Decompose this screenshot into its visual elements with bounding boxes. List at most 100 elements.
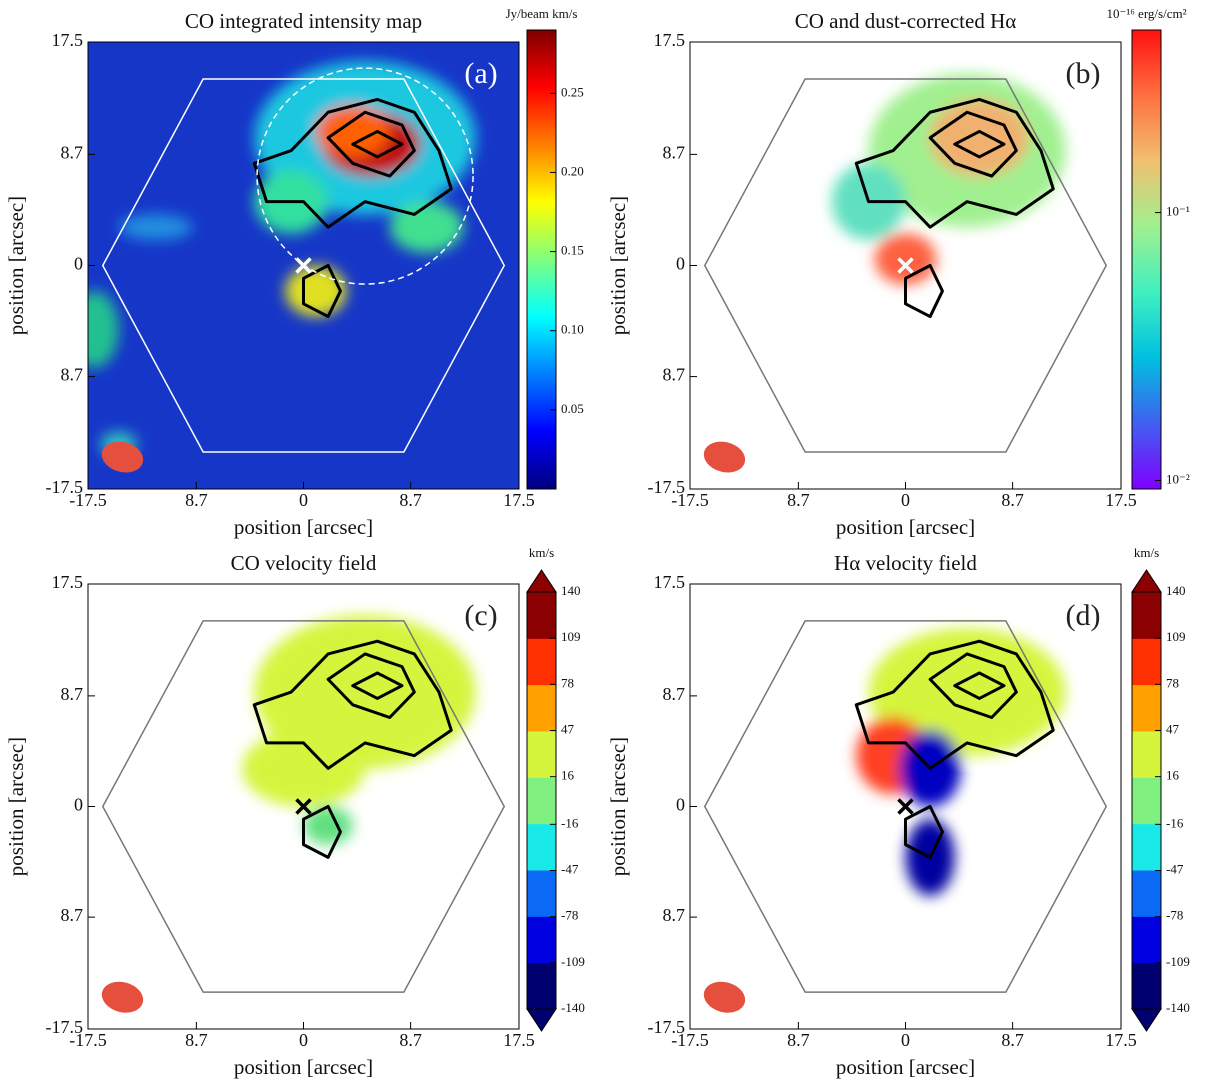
- colorbar-tick-label: 0.20: [561, 163, 584, 178]
- colorbar-tick-label: -47: [1166, 861, 1184, 876]
- x-tick-label: 8.7: [399, 490, 422, 510]
- colorbar-tick-label: 140: [561, 583, 581, 598]
- colorbar-bin: [527, 731, 556, 778]
- colorbar-bin: [527, 777, 556, 825]
- center-cross: [897, 257, 914, 274]
- x-tick-label: 8.7: [185, 490, 208, 510]
- contour: [904, 805, 944, 859]
- y-axis-label: position [arcsec]: [4, 737, 28, 876]
- emission-blob: [389, 201, 464, 253]
- hexagon: [703, 78, 1108, 453]
- contour: [928, 110, 1018, 178]
- panel-title: CO integrated intensity map: [185, 9, 422, 33]
- beam: [703, 441, 746, 473]
- colorbar-bin: [1132, 777, 1161, 825]
- y-tick-label: -17.5: [648, 1017, 686, 1037]
- x-tick-label: -17.5: [69, 490, 107, 510]
- x-tick-label: 8.7: [185, 1030, 208, 1050]
- x-axis-label: position [arcsec]: [836, 515, 975, 539]
- x-tick-label: 8.7: [1001, 1030, 1024, 1050]
- x-tick-label: 8.7: [399, 1030, 422, 1050]
- colorbar-tick-label: 0.10: [561, 322, 584, 337]
- colorbar-bin: [1132, 916, 1161, 964]
- colorbar-tick-label: 78: [1166, 675, 1179, 690]
- colorbar-tick-label: 47: [1166, 721, 1180, 736]
- colorbar-tick-label: -78: [561, 908, 578, 923]
- colorbar-frame: [526, 29, 557, 490]
- panel-title: Hα velocity field: [834, 551, 977, 575]
- y-tick-label: 0: [676, 795, 685, 815]
- colorbar-tick-label: 0.15: [561, 243, 584, 258]
- contour: [302, 264, 342, 319]
- x-tick-label: 8.7: [787, 1030, 810, 1050]
- x-axis-label: position [arcsec]: [234, 1055, 373, 1079]
- y-tick-label: -17.5: [46, 1017, 84, 1037]
- colorbar-label: km/s: [1134, 545, 1159, 560]
- contour: [252, 639, 453, 770]
- y-tick-label: 0: [676, 254, 685, 274]
- x-tick-label: 0: [299, 490, 308, 510]
- contour: [252, 97, 453, 229]
- x-tick-label: 17.5: [1105, 490, 1137, 510]
- x-tick-label: 8.7: [787, 490, 810, 510]
- x-tick-label: 0: [901, 1030, 910, 1050]
- colorbar-extend-low: [526, 1008, 557, 1032]
- colorbar-tick-label: -78: [1166, 908, 1183, 923]
- colorbar-tick-label: 0.05: [561, 401, 584, 416]
- contour: [326, 652, 416, 719]
- contour: [953, 671, 1006, 700]
- colorbar-tick-label: -16: [561, 815, 579, 830]
- y-tick-label: 8.7: [663, 365, 686, 385]
- y-tick-label: 8.7: [663, 143, 686, 163]
- contour: [854, 639, 1055, 770]
- colorbar: [1132, 30, 1161, 489]
- colorbar-bin: [527, 870, 556, 917]
- colorbar-label: 10⁻¹⁶ erg/s/cm²: [1107, 6, 1187, 21]
- hexagon: [101, 620, 506, 993]
- colorbar-bin: [1132, 684, 1161, 732]
- y-tick-label: 17.5: [52, 572, 84, 592]
- colorbar-bin: [1132, 592, 1161, 639]
- contour: [904, 264, 944, 319]
- dashed-circle: [256, 67, 474, 285]
- hexagon: [101, 78, 506, 453]
- colorbar-tick-label: 10⁻²: [1166, 472, 1190, 487]
- colorbar-label: km/s: [529, 545, 554, 560]
- panel-label: (a): [464, 57, 497, 90]
- x-tick-label: -17.5: [671, 490, 709, 510]
- x-tick-label: 17.5: [1105, 1030, 1137, 1050]
- y-axis-label: position [arcsec]: [606, 196, 630, 335]
- y-tick-label: 17.5: [52, 30, 84, 50]
- contour: [928, 652, 1018, 719]
- colorbar-tick-label: 47: [561, 721, 575, 736]
- colorbar-tick-label: -16: [1166, 815, 1184, 830]
- emission-blob: [118, 214, 193, 240]
- colorbar-tick-label: 16: [1166, 768, 1180, 783]
- colorbar-bin: [527, 684, 556, 732]
- panel-label: (d): [1066, 599, 1101, 632]
- map-image: [88, 584, 519, 1029]
- x-tick-label: 17.5: [503, 490, 535, 510]
- colorbar-extend-high: [1131, 569, 1162, 593]
- colorbar: [527, 30, 556, 489]
- colorbar-tick-label: -109: [1166, 954, 1190, 969]
- colorbar-tick-label: 109: [1166, 629, 1186, 644]
- y-tick-label: 0: [74, 795, 83, 815]
- center-cross: [295, 798, 312, 815]
- contour: [302, 805, 342, 859]
- y-tick-label: 17.5: [654, 572, 686, 592]
- contour: [326, 110, 416, 178]
- y-tick-label: 8.7: [61, 143, 84, 163]
- x-tick-label: 0: [299, 1030, 308, 1050]
- colorbar-tick-label: 78: [561, 675, 574, 690]
- center-cross: [295, 257, 312, 274]
- colorbar-tick-label: 140: [1166, 583, 1186, 598]
- colorbar-frame: [526, 591, 557, 1010]
- colorbar-tick-label: -140: [561, 1000, 585, 1015]
- colorbar-bin: [1132, 731, 1161, 778]
- colorbar-tick-label: -109: [561, 954, 585, 969]
- contour: [351, 129, 404, 159]
- x-axis-label: position [arcsec]: [836, 1055, 975, 1079]
- colorbar-tick-label: 16: [561, 768, 575, 783]
- colorbar-bin: [1132, 638, 1161, 686]
